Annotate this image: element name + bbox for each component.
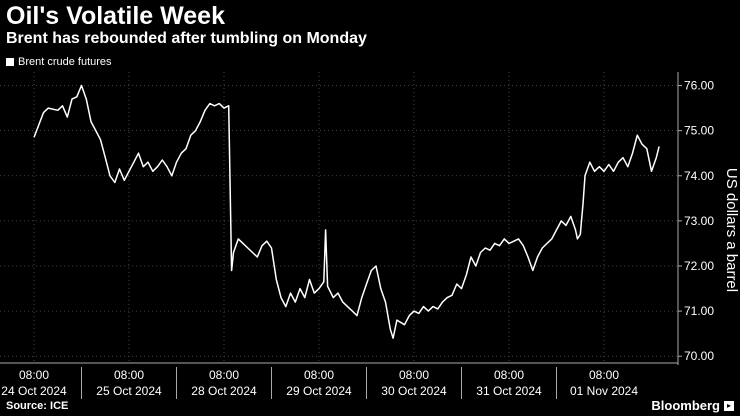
x-tick-label: 08:00 (19, 368, 49, 382)
x-tick-label: 08:00 (209, 368, 239, 382)
x-tick-label: 08:00 (589, 368, 619, 382)
y-tick-label: 74.00 (684, 169, 714, 183)
x-tick-date-label: 30 Oct 2024 (381, 384, 447, 398)
y-axis: 70.00 71.00 72.00 73.00 74.00 75.00 76.00 (677, 72, 714, 365)
x-tick-label: 08:00 (114, 368, 144, 382)
series-line-brent (33, 84, 660, 339)
y-axis-label: US dollars a barrel (723, 168, 740, 292)
x-tick-date-label: 29 Oct 2024 (286, 384, 352, 398)
x-tick-date-label: 24 Oct 2024 (1, 384, 67, 398)
y-tick-label: 72.00 (684, 259, 714, 273)
legend-label: Brent crude futures (18, 56, 112, 68)
y-tick-label: 71.00 (684, 304, 714, 318)
x-tick-label: 08:00 (494, 368, 524, 382)
x-tick-label: 08:00 (399, 368, 429, 382)
x-tick-date-label: 01 Nov 2024 (570, 384, 638, 398)
y-tick-label: 70.00 (684, 349, 714, 363)
x-tick-date-label: 28 Oct 2024 (191, 384, 257, 398)
bloomberg-arrow-icon: ▸ (724, 401, 734, 411)
x-tick-date-label: 25 Oct 2024 (96, 384, 162, 398)
y-tick-label: 73.00 (684, 214, 714, 228)
chart-subtitle: Brent has rebounded after tumbling on Mo… (6, 30, 367, 47)
x-axis: 08:00 24 Oct 2024 08:00 25 Oct 2024 08:00 28 … (0, 362, 678, 399)
legend-swatch (6, 58, 14, 66)
chart-title: Oil's Volatile Week (6, 2, 225, 30)
x-tick-label: 08:00 (304, 368, 334, 382)
x-tick-date-label: 31 Oct 2024 (476, 384, 542, 398)
legend: Brent crude futures (6, 56, 112, 68)
y-tick-label: 75.00 (684, 124, 714, 138)
grid (0, 72, 678, 363)
source-note: Source: ICE (6, 400, 69, 412)
brand-logo: Bloomberg (651, 398, 720, 413)
y-tick-label: 76.00 (684, 79, 714, 93)
